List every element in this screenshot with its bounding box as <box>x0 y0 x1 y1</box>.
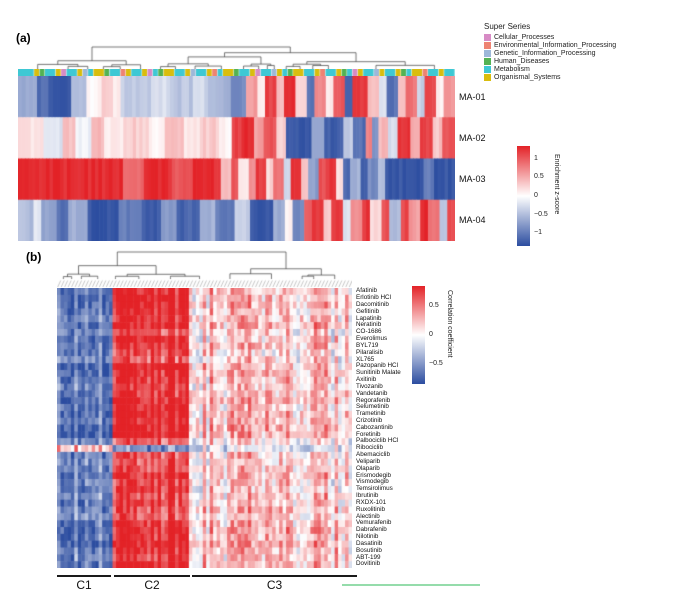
colorbar-tick-label: 1 <box>534 154 538 162</box>
heatmap-b-row-label: Regorafenib <box>356 396 391 404</box>
super-series-legend: Super Series Cellular_Processes Environme… <box>484 22 616 81</box>
heatmap-b-row-label: Foretinib <box>356 430 381 438</box>
legend-item: Genetic_Information_Processing <box>484 49 616 57</box>
colorbar-tick-label: 0.5 <box>429 302 439 310</box>
heatmap-b-row-label: Nilotinib <box>356 533 379 541</box>
colorbar-a-label: Enrichment z-score <box>553 154 560 215</box>
heatmap-a-row-label: MA-04 <box>459 215 486 226</box>
heatmap-b-row-label: Veliparib <box>356 457 381 465</box>
heatmap-b-row-label: Olaparib <box>356 464 380 472</box>
heatmap-b-row-label: RXDX-101 <box>356 498 387 506</box>
legend-item-label: Organismal_Systems <box>494 73 561 81</box>
colorbar-tick-label: −0.5 <box>429 359 443 367</box>
heatmap-b-row-label: Abemaciclib <box>356 451 390 459</box>
heatmap-b-row-labels: Afatinib Erlotinib HCl Dacomitinib Gefitini… <box>356 288 416 568</box>
heatmap-b-row-label: Lapatinib <box>356 314 382 322</box>
legend-title: Super Series <box>484 22 531 31</box>
heatmap-b-row-label: Vismodegib <box>356 478 389 486</box>
heatmap-b <box>57 288 352 568</box>
heatmap-b-row-label: Alectinib <box>356 512 380 520</box>
heatmap-b-row-label: CO-1686 <box>356 328 382 336</box>
colorbar-tick-label: −1 <box>534 229 542 237</box>
heatmap-b-row-label: Tivozanib <box>356 382 383 390</box>
heatmap-b-row-label: Selumetinib <box>356 403 389 411</box>
cluster-c3-line <box>192 575 357 577</box>
heatmap-b-row-label: Pazopanib HCl <box>356 362 399 370</box>
heatmap-b-row-label: Gefitinib <box>356 307 380 315</box>
legend-item-label: Cellular_Processes <box>494 33 555 41</box>
cluster-c2-label: C2 <box>144 578 160 592</box>
cluster-c1-label: C1 <box>76 578 92 592</box>
heatmap-b-row-label: Pilaralisib <box>356 348 383 356</box>
heatmap-b-row-label: Dovitinib <box>356 560 381 568</box>
heatmap-b-row-label: Bosutinib <box>356 546 382 554</box>
heatmap-b-row-label: XL765 <box>356 355 375 363</box>
colorbar-correlation-coefficient: Correlation coefficient 0.5 0 −0.5 <box>412 286 472 384</box>
legend-item-label: Environmental_Information_Processing <box>494 41 617 49</box>
heatmap-b-row-label: Everolimus <box>356 335 388 343</box>
heatmap-b-row-label: Crizotinib <box>356 417 383 424</box>
legend-swatch-icon <box>484 57 491 65</box>
heatmap-b-row-label: Ruxolitinib <box>356 505 386 513</box>
legend-swatch-icon <box>484 41 491 49</box>
heatmap-b-row-label: Erismodegib <box>356 471 391 479</box>
heatmap-b-row-label: Dasatinib <box>356 539 383 547</box>
heatmap-a-row-labels: MA-01 MA-02 MA-03 MA-04 <box>459 76 499 241</box>
colorbar-a-gradient <box>517 146 530 246</box>
panel-b-label: (b) <box>26 250 42 264</box>
heatmap-b-row-label: Dacomitinib <box>356 300 389 308</box>
colorbar-tick-label: 0.5 <box>534 173 544 181</box>
heatmap-b-row-label: Sunitinib Malate <box>356 369 401 377</box>
column-dendrogram-b <box>57 249 352 288</box>
heatmap-b-row-label: Cabozantinib <box>356 423 393 431</box>
heatmap-b-row-label: Temsirolimus <box>356 485 393 493</box>
cluster-c2-line <box>114 575 190 577</box>
colorbar-b-label: Correlation coefficient <box>446 290 453 358</box>
heatmap-b-row-label: Trametinib <box>356 410 386 418</box>
colorbar-enrichment-z-score: Enrichment z-score 1 0.5 0 −0.5 −1 <box>517 146 577 246</box>
legend-item-label: Human_Diseases <box>494 57 550 65</box>
legend-item: Metabolism <box>484 65 616 73</box>
legend-item: Human_Diseases <box>484 57 616 65</box>
legend-swatch-icon <box>484 65 491 73</box>
heatmap-b-row-label: Afatinib <box>356 287 378 295</box>
heatmap-b-row-label: Dabrafenib <box>356 526 387 534</box>
cluster-c3-label: C3 <box>266 578 283 592</box>
cluster-c1-line <box>57 575 111 577</box>
colorbar-tick-label: 0 <box>534 192 538 199</box>
legend-item: Cellular_Processes <box>484 33 616 41</box>
heatmap-b-row-label: Erlotinib HCl <box>356 294 391 302</box>
legend-item: Organismal_Systems <box>484 73 616 81</box>
column-dendrogram-a <box>18 44 455 69</box>
super-series-annotation-strip <box>18 69 455 76</box>
highlight-line <box>342 584 480 586</box>
heatmap-b-row-label: Ibrutinib <box>356 492 379 500</box>
legend-item-label: Genetic_Information_Processing <box>494 49 596 57</box>
legend-items: Cellular_Processes Environmental_Informat… <box>484 33 616 81</box>
panel-a-label: (a) <box>16 31 31 45</box>
colorbar-tick-label: −0.5 <box>534 210 548 218</box>
colorbar-tick-label: 0 <box>429 331 433 338</box>
legend-item-label: Metabolism <box>494 65 530 73</box>
heatmap-b-row-label: Vemurafenib <box>356 519 392 527</box>
heatmap-a-row-label: MA-01 <box>459 91 486 102</box>
heatmap-b-row-label: Neratinib <box>356 321 382 329</box>
legend-item: Environmental_Information_Processing <box>484 41 616 49</box>
heatmap-b-row-label: Vandetanib <box>356 389 388 397</box>
legend-swatch-icon <box>484 33 491 41</box>
heatmap-b-row-label: Ribociclib <box>356 444 383 452</box>
heatmap-a <box>18 76 455 241</box>
heatmap-b-row-label: Axitinib <box>356 376 377 384</box>
heatmap-b-row-label: ABT-199 <box>356 553 381 561</box>
legend-swatch-icon <box>484 49 491 57</box>
colorbar-b-gradient <box>412 286 425 384</box>
heatmap-b-row-label: Palbociclib HCl <box>356 437 399 445</box>
heatmap-a-row-label: MA-02 <box>459 132 486 143</box>
legend-swatch-icon <box>484 73 491 81</box>
heatmap-a-row-label: MA-03 <box>459 174 486 185</box>
heatmap-b-row-label: BYL719 <box>356 341 379 349</box>
